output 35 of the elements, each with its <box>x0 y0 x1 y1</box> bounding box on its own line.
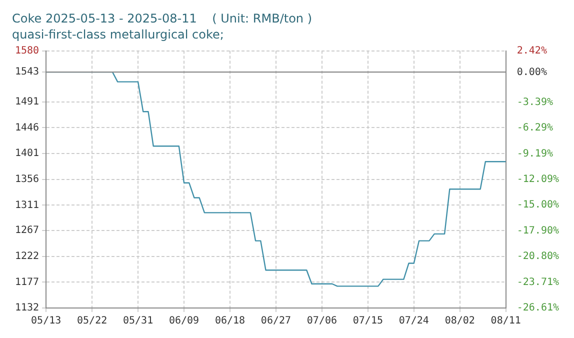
chart-subtitle: quasi-first-class metallurgical coke; <box>12 28 224 42</box>
y-tick-label: 1401 <box>14 148 40 160</box>
x-tick-label: 06/18 <box>214 316 246 327</box>
y2-tick-label: -26.61% <box>516 302 560 314</box>
y-tick-label: 1491 <box>14 96 40 108</box>
y2-tick-label: 2.42% <box>516 45 547 56</box>
x-tick-label: 07/15 <box>352 316 383 327</box>
x-tick-label: 07/24 <box>398 316 429 327</box>
y2-tick-label: 0.00% <box>516 66 547 78</box>
y-tick-label: 1177 <box>14 276 40 288</box>
x-tick-label: 07/06 <box>306 316 337 327</box>
y-tick-label: 1132 <box>14 302 40 314</box>
y-tick-label: 1446 <box>14 122 40 134</box>
x-tick-label: 06/09 <box>168 316 200 327</box>
x-tick-label: 05/22 <box>77 316 108 327</box>
y2-tick-label: -6.29% <box>516 122 553 134</box>
y2-tick-label: -17.90% <box>516 225 560 236</box>
y-tick-label: 1311 <box>14 200 40 211</box>
y2-tick-label: -12.09% <box>516 174 560 185</box>
y-tick-label: 1267 <box>14 225 40 236</box>
y-tick-label: 1222 <box>14 250 40 262</box>
y-tick-label: 1580 <box>14 45 40 56</box>
y-tick-label: 1543 <box>14 66 40 78</box>
chart-title: Coke 2025-05-13 - 2025-08-11 ( Unit: RMB/ton ) <box>12 11 312 26</box>
x-tick-label: 08/02 <box>444 316 475 327</box>
y2-tick-label: -15.00% <box>516 200 560 211</box>
y-tick-label: 1356 <box>14 174 40 185</box>
x-tick-label: 05/13 <box>31 316 62 327</box>
x-tick-label: 05/31 <box>122 316 154 327</box>
x-tick-label: 06/27 <box>260 316 292 327</box>
y2-tick-label: -23.71% <box>516 276 560 288</box>
y2-tick-label: -3.39% <box>516 96 553 108</box>
x-tick-label: 08/11 <box>490 316 521 327</box>
y2-tick-label: -9.19% <box>516 148 553 160</box>
y2-tick-label: -20.80% <box>516 251 560 262</box>
